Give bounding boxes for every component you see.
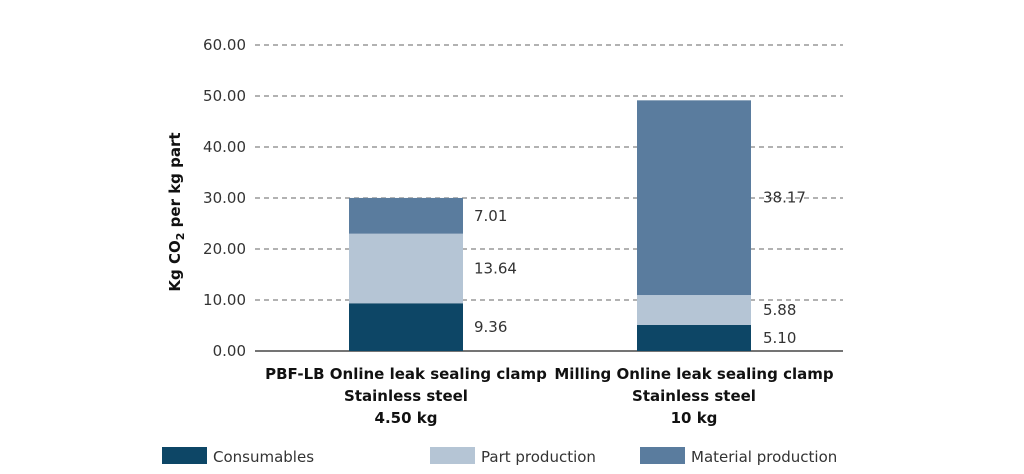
category-label: 4.50 kg (375, 409, 438, 427)
data-label: 9.36 (474, 318, 507, 336)
legend-swatch (640, 447, 685, 464)
bar-segment-consumables (349, 303, 463, 351)
legend-label: Material production (691, 448, 837, 466)
category-label: Stainless steel (632, 387, 756, 405)
legend-label: Part production (481, 448, 596, 466)
labels-layer: 0.00 10.00 20.00 30.00 40.00 50.00 60.00 9.36 13… (203, 36, 834, 427)
y-tick-label: 20.00 (203, 240, 246, 258)
category-label: Stainless steel (344, 387, 468, 405)
legend-swatch (430, 447, 475, 464)
bar-segment-consumables (637, 324, 751, 351)
data-label: 7.01 (474, 207, 507, 225)
legend-swatch (162, 447, 207, 464)
data-label: 5.88 (763, 301, 796, 319)
data-label: 13.64 (474, 259, 517, 277)
bar-segment-part-production (637, 295, 751, 325)
data-label: 38.17 (763, 189, 806, 207)
legend: Consumables Part production Material produ… (162, 447, 837, 466)
bar-segment-material-production (349, 197, 463, 234)
category-label: PBF-LB Online leak sealing clamp (265, 365, 547, 383)
category-label: Milling Online leak sealing clamp (554, 365, 833, 383)
y-tick-label: 40.00 (203, 138, 246, 156)
category-label: 10 kg (671, 409, 718, 427)
data-label: 5.10 (763, 329, 796, 347)
grid-layer (255, 44, 843, 352)
bars-layer (349, 100, 751, 351)
legend-label: Consumables (213, 448, 314, 466)
bar-segment-material-production (637, 100, 751, 296)
y-tick-label: 30.00 (203, 189, 246, 207)
y-tick-label: 50.00 (203, 87, 246, 105)
y-tick-label: 60.00 (203, 36, 246, 54)
y-tick-label: 0.00 (213, 342, 246, 360)
bar-segment-part-production (349, 233, 463, 304)
y-axis-title: Kg CO2 per kg part (166, 132, 187, 291)
y-tick-label: 10.00 (203, 291, 246, 309)
